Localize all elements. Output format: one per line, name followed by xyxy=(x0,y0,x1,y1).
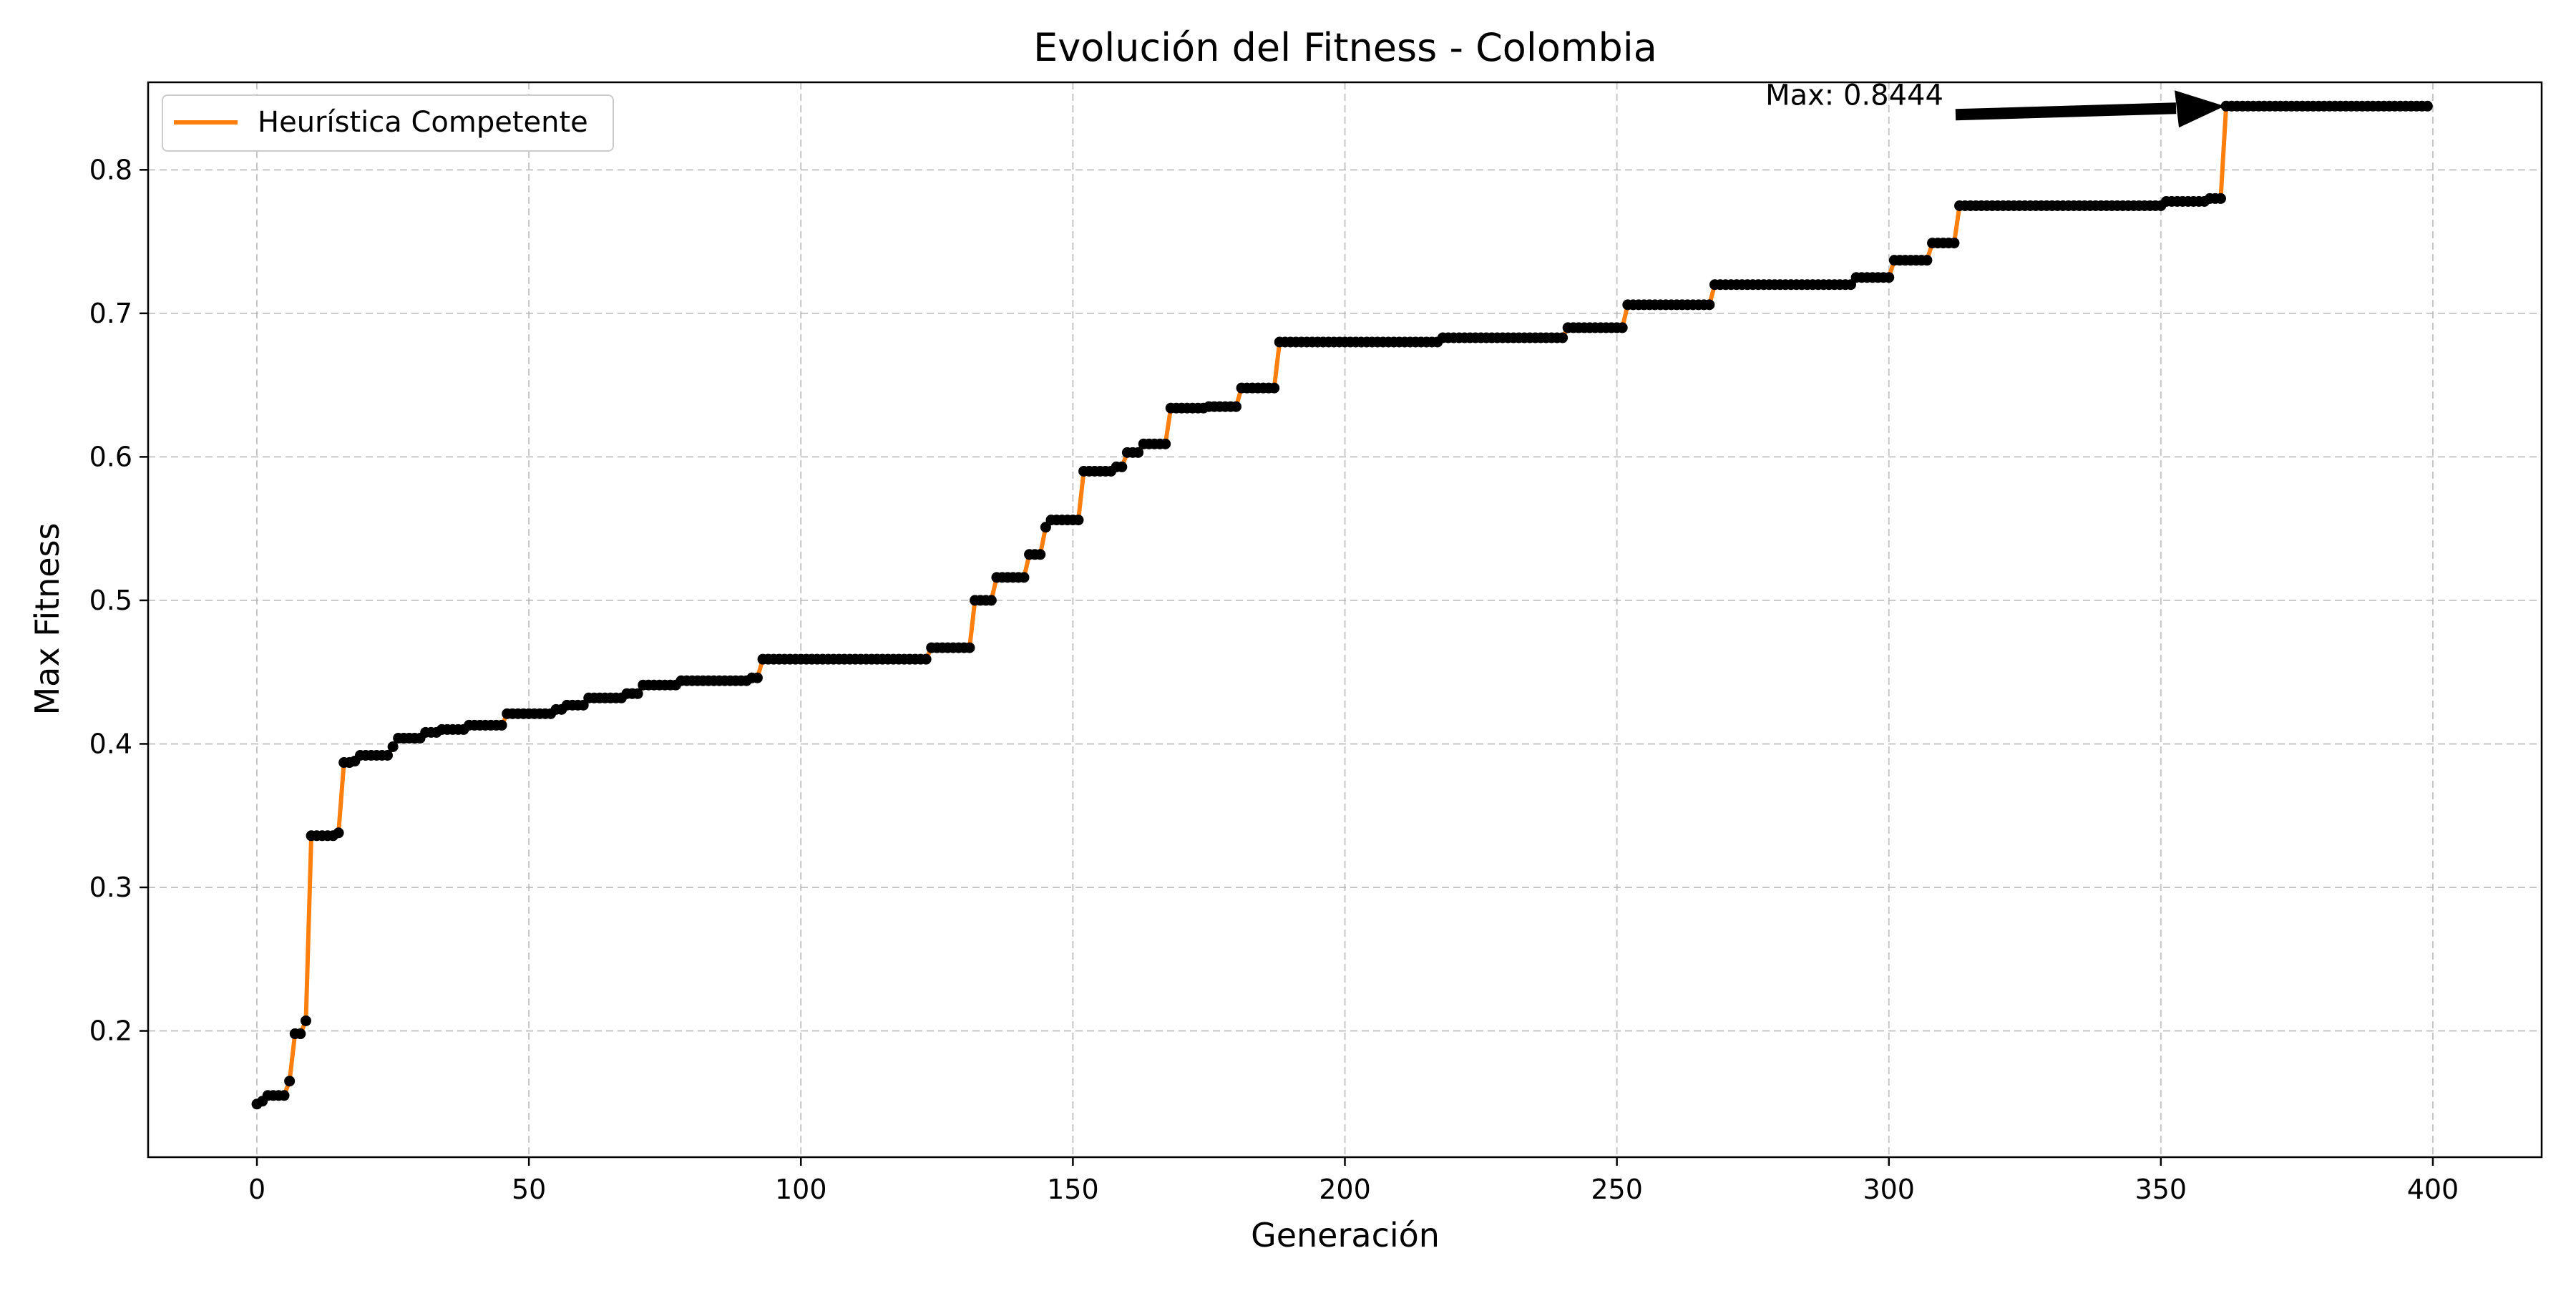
data-point xyxy=(1704,299,1715,311)
data-point xyxy=(632,688,643,699)
x-tick-label: 0 xyxy=(248,1174,265,1205)
data-point xyxy=(2421,100,2433,112)
data-point xyxy=(284,1076,296,1087)
series-markers xyxy=(251,100,2433,1110)
y-tick-label: 0.4 xyxy=(89,728,132,759)
x-tick-label: 300 xyxy=(1863,1174,1915,1205)
x-tick-label: 250 xyxy=(1591,1174,1643,1205)
data-point xyxy=(1269,382,1280,394)
data-point xyxy=(1018,572,1030,583)
y-tick-label: 0.7 xyxy=(89,298,132,329)
legend-series-label: Heurística Competente xyxy=(258,106,588,139)
x-tick-label: 150 xyxy=(1047,1174,1099,1205)
data-point xyxy=(1616,322,1628,333)
y-tick-label: 0.8 xyxy=(89,154,132,185)
data-point xyxy=(278,1090,290,1101)
x-tick-label: 350 xyxy=(2135,1174,2187,1205)
data-point xyxy=(751,672,763,683)
data-point xyxy=(1883,272,1895,283)
data-point xyxy=(1948,238,1960,249)
data-point xyxy=(1133,447,1144,458)
y-tick-label: 0.5 xyxy=(89,585,132,616)
data-point xyxy=(2215,193,2226,204)
data-point xyxy=(1160,438,1171,449)
axis-ticks: 0 50 100 150 200 250 300 350 400 0.2 0.3 0.4 0.5 0.6 0… xyxy=(89,154,2459,1205)
max-annotation: Max: 0.8444 xyxy=(1765,79,2225,128)
x-axis-label: Generación xyxy=(1251,1216,1440,1255)
x-tick-label: 100 xyxy=(775,1174,827,1205)
data-point xyxy=(382,750,393,761)
legend: Heurística Competente xyxy=(162,94,614,152)
data-point xyxy=(1116,461,1128,472)
x-tick-label: 200 xyxy=(1319,1174,1371,1205)
data-point xyxy=(333,827,344,839)
data-point xyxy=(985,595,997,606)
legend-box xyxy=(162,94,614,152)
max-annotation-arrow-head xyxy=(2175,90,2225,128)
data-point xyxy=(1230,401,1241,412)
y-tick-label: 0.2 xyxy=(89,1015,132,1047)
y-tick-label: 0.3 xyxy=(89,872,132,903)
chart-title: Evolución del Fitness - Colombia xyxy=(1033,25,1657,70)
y-tick-label: 0.6 xyxy=(89,441,132,472)
data-point xyxy=(1557,332,1568,344)
data-point xyxy=(1035,549,1046,560)
max-annotation-arrow-shaft xyxy=(1955,102,2177,121)
data-point xyxy=(300,1015,311,1026)
max-annotation-label: Max: 0.8444 xyxy=(1765,79,1943,112)
x-tick-label: 50 xyxy=(512,1174,546,1205)
grid-lines xyxy=(148,82,2542,1157)
data-point xyxy=(964,642,975,653)
data-point xyxy=(920,653,932,665)
data-point xyxy=(496,719,507,731)
x-tick-label: 400 xyxy=(2407,1174,2459,1205)
data-point xyxy=(387,741,399,752)
data-point xyxy=(1921,255,1933,266)
y-axis-label: Max Fitness xyxy=(28,522,67,715)
plot-area-frame xyxy=(147,81,2543,1159)
data-point xyxy=(295,1028,306,1040)
data-point xyxy=(1073,515,1084,526)
